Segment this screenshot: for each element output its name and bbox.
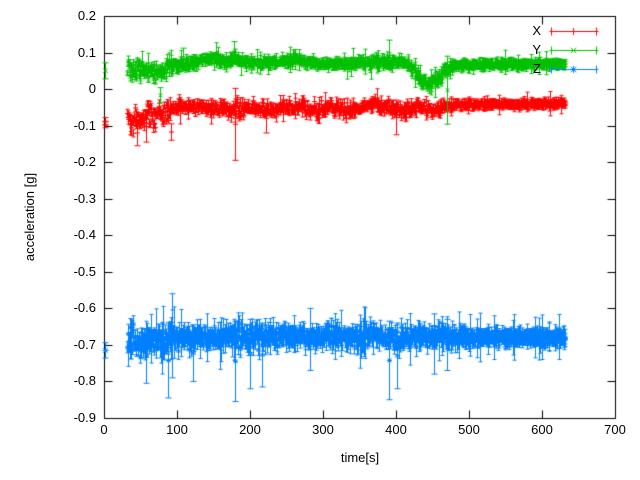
- y-tick-label: 0: [88, 81, 96, 96]
- y-tick-label: -0.3: [73, 191, 96, 206]
- y-tick-label: -0.8: [73, 373, 96, 388]
- x-tick-label: 300: [312, 422, 334, 437]
- x-tick-label: 600: [531, 422, 553, 437]
- x-axis-title: time[s]: [340, 450, 380, 465]
- x-tick-label: 100: [166, 422, 188, 437]
- legend-label-z: Z: [533, 61, 541, 76]
- y-tick-label: 0.1: [77, 45, 96, 60]
- y-tick-label: -0.5: [73, 264, 96, 279]
- y-tick-label: 0.2: [77, 8, 96, 23]
- y-axis-title: acceleration [g]: [22, 172, 37, 262]
- y-tick-label: -0.2: [73, 154, 96, 169]
- x-tick-label: 400: [385, 422, 407, 437]
- x-tick-label: 500: [458, 422, 480, 437]
- x-tick-label: 700: [604, 422, 626, 437]
- y-tick-label: -0.7: [73, 337, 96, 352]
- y-tick-label: -0.1: [73, 118, 96, 133]
- y-tick-label: -0.6: [73, 300, 96, 315]
- legend-label-y: Y: [532, 42, 541, 57]
- y-tick-label: -0.4: [73, 227, 96, 242]
- y-tick-label: -0.9: [73, 410, 96, 425]
- legend-label-x: X: [532, 23, 541, 38]
- x-tick-label: 200: [239, 422, 261, 437]
- x-tick-label: 0: [100, 422, 108, 437]
